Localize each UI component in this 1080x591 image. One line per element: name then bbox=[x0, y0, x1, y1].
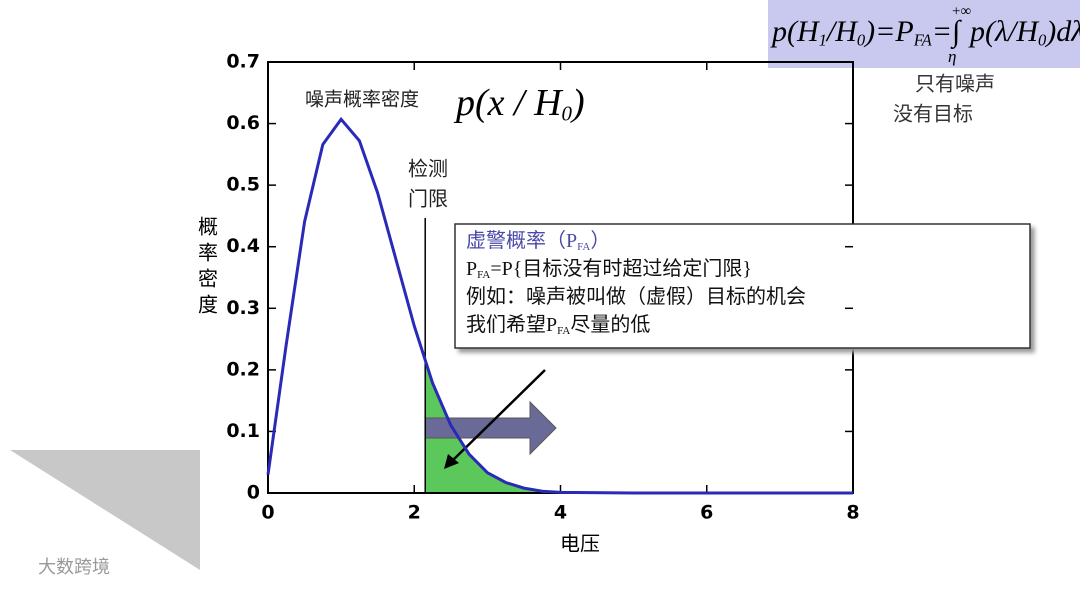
text-part: 1 bbox=[819, 30, 827, 49]
text-part: 0 bbox=[857, 30, 866, 49]
text-part: FA bbox=[577, 241, 590, 253]
threshold-label: 门限 bbox=[408, 187, 448, 211]
text-part: 我们希望P bbox=[466, 313, 557, 336]
watermark: 大数跨境 bbox=[38, 557, 110, 578]
box-line: 例如：噪声被叫做（虚假）目标的机会 bbox=[466, 285, 806, 308]
curve bbox=[266, 116, 853, 495]
box-line: 虚警概率（PFA） bbox=[466, 229, 610, 253]
big-arrow bbox=[424, 400, 557, 456]
text-part: FA bbox=[913, 30, 933, 49]
formula-upper: +∞ bbox=[952, 3, 971, 19]
x-tick-label: 0 bbox=[261, 502, 274, 524]
text-part: 0 bbox=[1038, 30, 1047, 49]
formula-left: p(H1/H0)=PFA=∫ bbox=[770, 15, 962, 50]
y-tick-label: 0.1 bbox=[226, 420, 260, 442]
formula-right: p(λ/H0)dλ bbox=[968, 15, 1080, 49]
y-tick-label: 0.6 bbox=[226, 112, 260, 134]
y-tick-label: 0 bbox=[247, 482, 260, 504]
curve-formula: p(x / H0) bbox=[453, 82, 585, 126]
x-tick-label: 6 bbox=[700, 502, 713, 524]
x-tick-label: 4 bbox=[554, 502, 567, 524]
threshold-label: 检测 bbox=[408, 157, 448, 181]
y-tick-label: 0.3 bbox=[226, 297, 260, 319]
text-part: 0 bbox=[562, 101, 573, 125]
text-part: =∫ bbox=[932, 15, 962, 50]
y-tick-label: 0.5 bbox=[226, 174, 260, 196]
side-note: 只有噪声 bbox=[915, 72, 995, 96]
text-part: ) bbox=[570, 82, 585, 124]
annotation-box bbox=[454, 223, 1031, 349]
text-part: /H bbox=[825, 15, 859, 48]
box-line: 我们希望PFA尽量的低 bbox=[466, 313, 650, 337]
x-tick-label: 2 bbox=[408, 502, 421, 524]
text-part: p(λ/H bbox=[968, 15, 1040, 48]
x-tick-label: 8 bbox=[846, 502, 859, 524]
shadow bbox=[10, 450, 200, 570]
text-part: )dλ bbox=[1044, 15, 1080, 48]
series-label: 噪声概率密度 bbox=[305, 89, 419, 111]
y-tick-label: 0.2 bbox=[226, 358, 260, 380]
y-axis-label: 概率密度 bbox=[195, 216, 219, 320]
formula-box bbox=[768, 0, 1080, 68]
text-part: )=P bbox=[863, 15, 914, 48]
y-tick-label: 0.7 bbox=[226, 51, 260, 73]
tail-area bbox=[425, 360, 853, 493]
box-line: PFA=P{目标没有时超过给定门限} bbox=[466, 257, 752, 281]
text-part: ） bbox=[590, 229, 610, 252]
text-part: 例如：噪声被叫做（虚假）目标的机会 bbox=[466, 285, 806, 308]
text-part: 尽量的低 bbox=[570, 313, 650, 336]
text-part: p(H bbox=[770, 15, 821, 48]
text-part: 虚警概率（P bbox=[466, 229, 577, 252]
side-note: 没有目标 bbox=[893, 102, 973, 126]
text-part: FA bbox=[477, 269, 490, 281]
text-part: P bbox=[466, 258, 477, 280]
y-tick-label: 0.4 bbox=[226, 235, 260, 257]
x-axis-label: 电压 bbox=[560, 532, 600, 556]
pointer-head bbox=[444, 454, 459, 469]
text-part: FA bbox=[557, 325, 570, 337]
formula-lower: η bbox=[948, 47, 956, 66]
text-part: =P{目标没有时超过给定门限} bbox=[490, 257, 752, 280]
text-part: p(x / H bbox=[453, 82, 564, 124]
